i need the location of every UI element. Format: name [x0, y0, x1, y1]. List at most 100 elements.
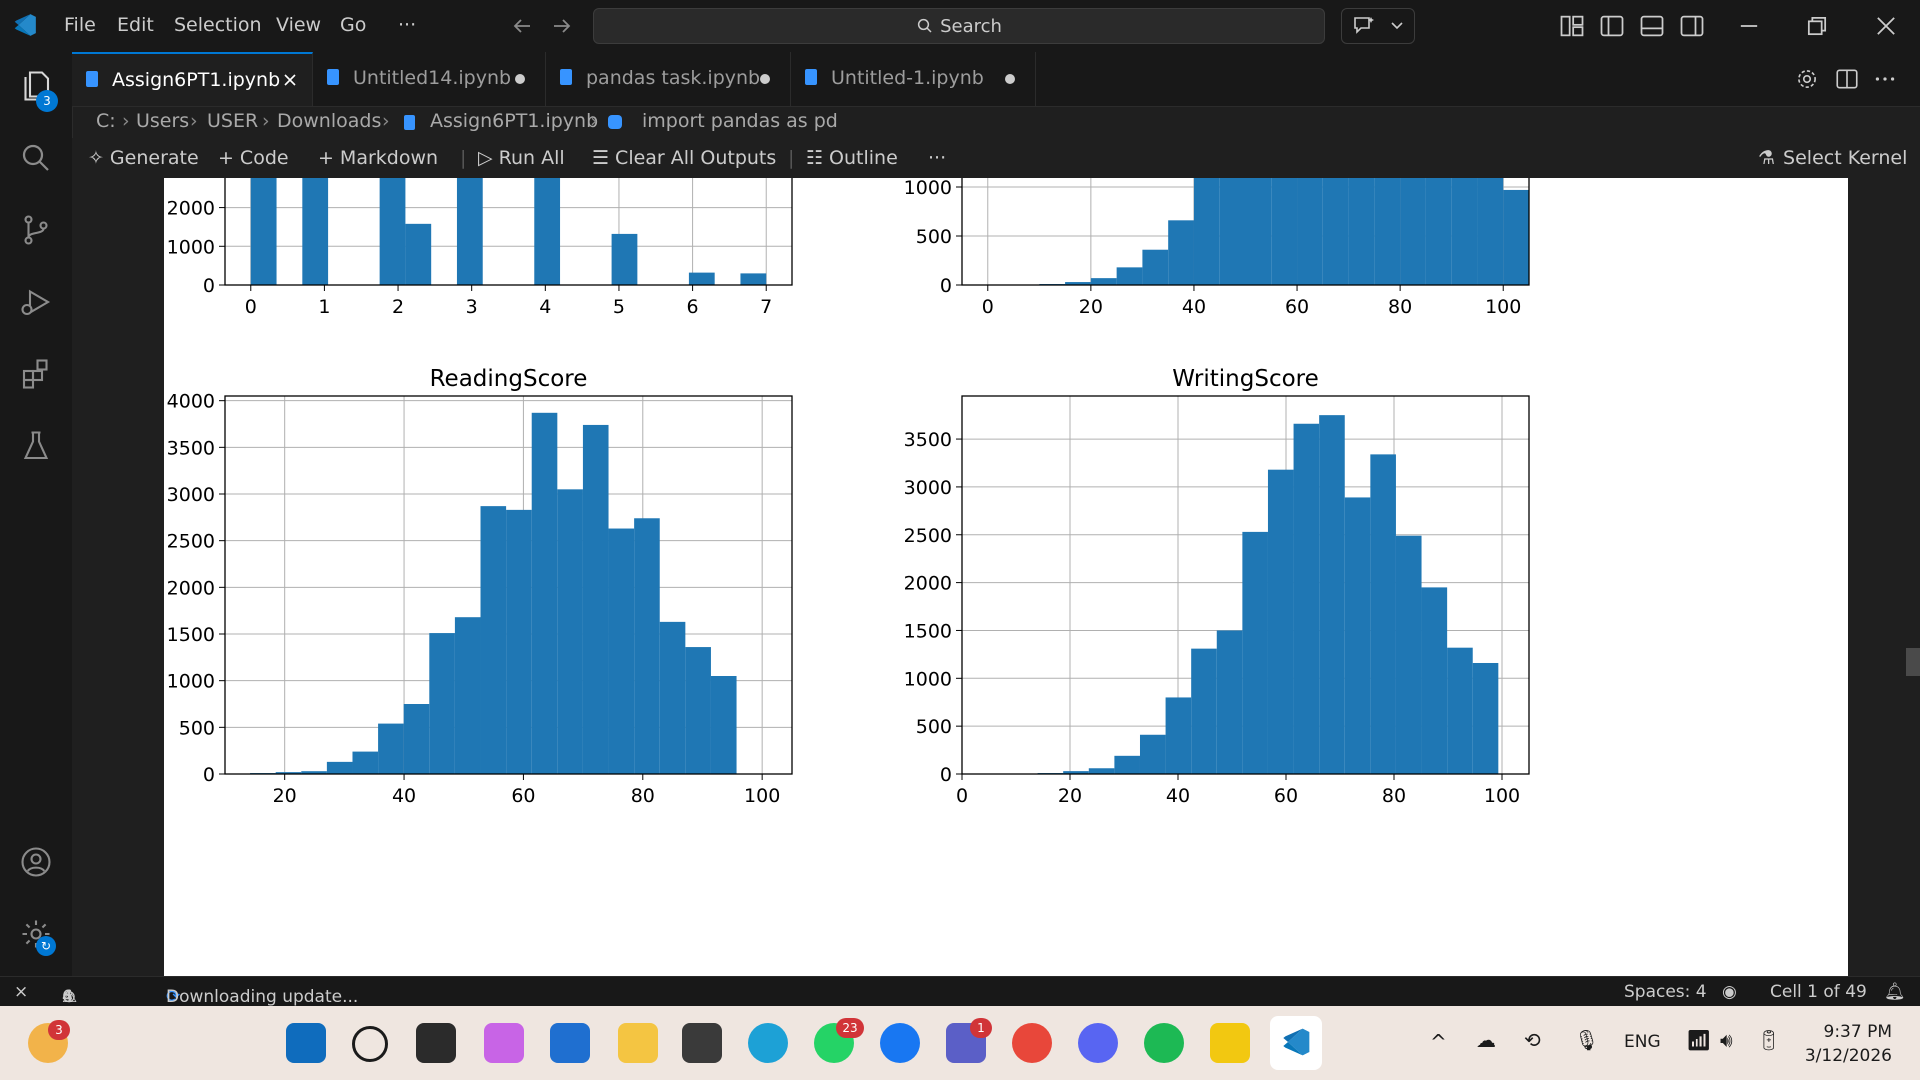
split-editor-icon[interactable] [1834, 66, 1860, 92]
tab-untitled14[interactable]: Untitled14.ipynb [313, 52, 546, 106]
toolbar-more-button[interactable]: ··· [928, 147, 947, 169]
histogram-bar [1451, 178, 1478, 285]
copilot-icon[interactable] [484, 1023, 524, 1063]
sync-icon: ⟳ [166, 987, 181, 1007]
breadcrumb-file[interactable]: Assign6PT1.ipynb [430, 110, 599, 132]
language-indicator[interactable]: ENG [1624, 1032, 1661, 1052]
explorer-button[interactable]: 3 [18, 68, 58, 112]
notifications-bell-icon[interactable]: 🔔︎ [1884, 982, 1906, 1002]
y-tick-label: 1000 [167, 236, 215, 258]
cell-position-status[interactable]: Cell 1 of 49 [1770, 982, 1867, 1002]
histogram-bar [1216, 630, 1243, 774]
task-view-icon[interactable] [416, 1023, 456, 1063]
histogram-bar [659, 621, 686, 774]
file-explorer-icon[interactable] [618, 1023, 658, 1063]
breadcrumb-user[interactable]: USER [207, 110, 259, 132]
histogram-bar [1088, 768, 1115, 774]
toggle-primary-sidebar-icon[interactable] [1598, 12, 1626, 40]
remote-icon[interactable]: ⨯ [14, 982, 29, 1002]
extensions-button[interactable] [18, 356, 54, 392]
close-tab-icon[interactable] [282, 72, 298, 88]
tab-assign6pt1[interactable]: Assign6PT1.ipynb [72, 52, 313, 106]
windows-start-icon[interactable] [286, 1023, 326, 1063]
toolbar-divider: | [788, 147, 795, 169]
accounts-button[interactable] [18, 844, 54, 880]
testing-button[interactable] [18, 428, 54, 464]
histogram-bar [1090, 278, 1117, 285]
back-arrow-icon[interactable] [510, 14, 534, 38]
generate-button[interactable]: ✧ Generate [88, 147, 199, 169]
show-hidden-icons-chevron-icon[interactable]: ^ [1430, 1030, 1447, 1054]
customize-layout-icon[interactable] [1558, 12, 1586, 40]
source-control-button[interactable] [18, 212, 54, 248]
copilot-status-icon[interactable]: ◉ [1722, 982, 1737, 1002]
breadcrumb-drive[interactable]: C: [96, 110, 116, 132]
menu-file[interactable]: File [64, 14, 96, 36]
breadcrumb-downloads[interactable]: Downloads [277, 110, 382, 132]
search-icon[interactable] [352, 1026, 388, 1062]
notebook-file-icon [404, 115, 415, 130]
add-markdown-button[interactable]: + Markdown [318, 147, 438, 169]
search-view-button[interactable] [18, 140, 54, 176]
edge-icon[interactable] [748, 1023, 788, 1063]
facebook-icon[interactable] [880, 1023, 920, 1063]
notebook-toolbar: ✧ Generate + Code + Markdown | ▷ Run All ☰ Cl… [72, 138, 1920, 179]
wps-office-icon[interactable] [1012, 1023, 1052, 1063]
kernel-label: Select Kernel [1783, 147, 1908, 169]
forward-arrow-icon[interactable] [550, 14, 574, 38]
onedrive-off-icon[interactable]: ☁ [1476, 1028, 1496, 1052]
run-debug-icon [21, 289, 51, 316]
histogram-bar [1425, 178, 1452, 285]
media-player-icon[interactable] [682, 1023, 722, 1063]
cell-output: 0 1 2 3 4 5 6 7 0 1000 2000 0 20 40 60 80 100 0 500 1000 20 4… [164, 178, 1848, 976]
tab-untitled-1[interactable]: Untitled-1.ipynb [791, 52, 1036, 106]
tab-pandas-task[interactable]: pandas task.ipynb [546, 52, 791, 106]
breadcrumb-users[interactable]: Users [136, 110, 190, 132]
menu-view[interactable]: View [276, 14, 322, 36]
restore-icon[interactable] [1803, 12, 1831, 40]
store-icon[interactable] [550, 1023, 590, 1063]
outline-button[interactable]: ☷ Outline [806, 147, 898, 169]
run-debug-button[interactable] [18, 284, 54, 320]
update-label: Downloading update... [166, 987, 359, 1007]
copilot-chat-button[interactable] [1341, 8, 1415, 44]
wifi-icon[interactable]: 📶︎ [1686, 1028, 1712, 1052]
histogram-bar [688, 272, 715, 285]
menu-more[interactable]: ··· [398, 14, 417, 36]
more-actions-icon[interactable] [1872, 66, 1898, 92]
breadcrumb-symbol[interactable]: import pandas as pd [642, 110, 838, 132]
menu-edit[interactable]: Edit [117, 14, 154, 36]
x-tick-label: 60 [1274, 785, 1298, 807]
command-center-search[interactable]: Search [593, 8, 1325, 44]
discord-icon[interactable] [1078, 1023, 1118, 1063]
minimize-icon[interactable] [1735, 12, 1763, 40]
mic-muted-icon[interactable]: 🎙︎ [1574, 1028, 1600, 1052]
vscode-taskbar-icon[interactable] [1270, 1016, 1322, 1070]
vscode-logo-icon [14, 14, 36, 36]
clear-all-outputs-button[interactable]: ☰ Clear All Outputs [592, 147, 776, 169]
power-bi-icon[interactable] [1210, 1023, 1250, 1063]
indentation-status[interactable]: Spaces: 4 [1624, 982, 1707, 1002]
toggle-secondary-sidebar-icon[interactable] [1678, 12, 1706, 40]
run-all-button[interactable]: ▷ Run All [478, 147, 565, 169]
title-bar: File Edit Selection View Go ··· Search [0, 0, 1920, 53]
manage-button[interactable]: ↻ [18, 916, 56, 956]
y-tick-label: 1000 [167, 671, 215, 693]
select-kernel-button[interactable]: ⚗ Select Kernel [1758, 147, 1907, 169]
add-code-button[interactable]: + Code [218, 147, 289, 169]
y-tick-label: 2500 [167, 531, 215, 553]
toggle-panel-icon[interactable] [1638, 12, 1666, 40]
battery-icon[interactable]: 🔋︎ [1756, 1028, 1782, 1052]
scrollbar-thumb[interactable] [1906, 648, 1920, 676]
sync-icon[interactable]: ⟲ [1524, 1028, 1541, 1052]
gear-icon[interactable] [1794, 66, 1820, 92]
histogram-bar [557, 489, 583, 774]
spotify-icon[interactable] [1144, 1023, 1184, 1063]
clock[interactable]: 9:37 PM 3/12/2026 [1805, 1020, 1892, 1068]
volume-icon[interactable]: 🔊︎ [1720, 1028, 1733, 1052]
menu-go[interactable]: Go [340, 14, 367, 36]
notebook-file-icon [327, 69, 339, 85]
close-window-icon[interactable] [1872, 12, 1900, 40]
menu-selection[interactable]: Selection [174, 14, 262, 36]
